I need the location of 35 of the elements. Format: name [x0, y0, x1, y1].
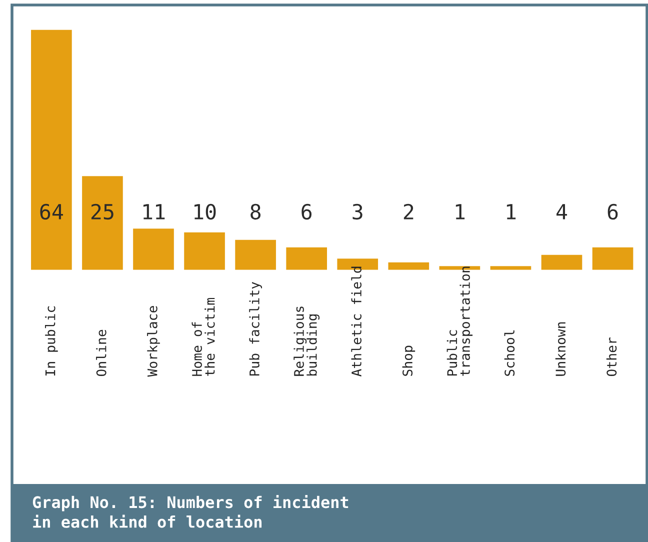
data-label: 11 — [143, 204, 165, 220]
bar — [286, 247, 327, 270]
x-tick-label: School — [504, 330, 515, 376]
x-tick-label: Shop — [402, 346, 416, 376]
bar — [184, 232, 225, 270]
data-label: 6 — [608, 204, 618, 220]
data-label: 1 — [456, 204, 465, 220]
x-tick-label: Home of the victim — [192, 298, 215, 376]
bar — [82, 176, 123, 270]
bar — [133, 228, 174, 270]
x-tick-label: Other — [606, 338, 617, 376]
x-tick-label: Unknown — [555, 322, 566, 376]
bar — [388, 262, 430, 270]
bar — [31, 30, 72, 270]
x-tick-label: In public — [45, 306, 58, 376]
text: Graph No. 15: Numbers of incident in each kind of location — [32, 494, 348, 528]
data-label: 10 — [194, 204, 216, 220]
x-tick-label: Religious building — [294, 306, 320, 376]
x-tick-label: Online — [96, 330, 106, 376]
data-label: 64 — [40, 204, 63, 220]
bar — [490, 266, 532, 270]
bar — [541, 254, 582, 270]
x-tick-label: Workplace — [147, 306, 160, 377]
data-label: 4 — [556, 204, 568, 220]
data-label: 3 — [352, 204, 362, 220]
data-label: 25 — [91, 204, 114, 220]
data-label: 8 — [250, 204, 260, 220]
x-tick-label: Pub facility — [249, 282, 262, 376]
bar — [592, 247, 634, 270]
data-label: 2 — [404, 204, 414, 220]
data-label: 6 — [302, 204, 312, 220]
x-tick-label: Public transportation — [446, 266, 473, 376]
data-label: 1 — [506, 204, 516, 220]
bar — [235, 240, 276, 270]
x-tick-label: Athletic field — [351, 266, 362, 377]
